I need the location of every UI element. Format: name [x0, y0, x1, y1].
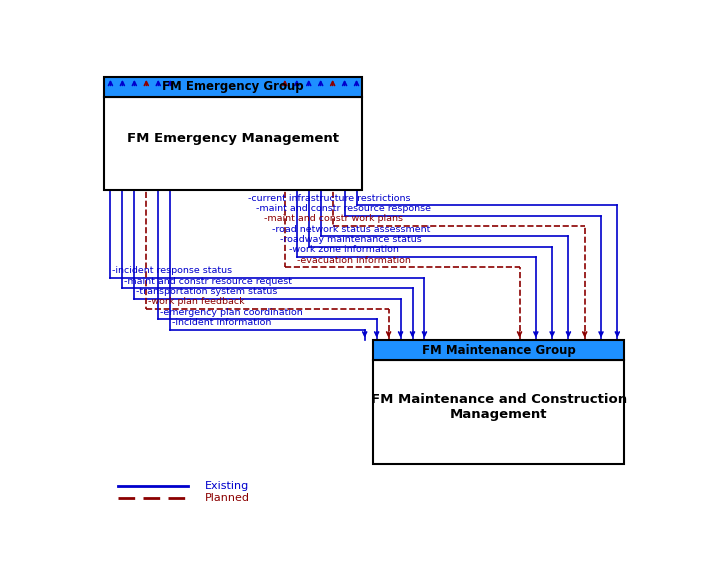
Text: FM Emergency Group: FM Emergency Group [162, 80, 304, 94]
Text: -work zone information: -work zone information [289, 246, 398, 254]
Bar [373, 340, 625, 360]
Text: -roadway maintenance status: -roadway maintenance status [280, 235, 422, 244]
Bar [373, 340, 625, 360]
Text: -incident response status: -incident response status [112, 266, 232, 275]
Text: -road network status assessment: -road network status assessment [272, 225, 430, 234]
Text: FM Maintenance and Construction
Management: FM Maintenance and Construction Manageme… [371, 393, 627, 421]
Text: -current infrastructure restrictions: -current infrastructure restrictions [248, 194, 410, 202]
Text: Planned: Planned [205, 493, 250, 503]
Bar [104, 97, 362, 190]
Text: Existing: Existing [205, 481, 249, 491]
Text: -evacuation information: -evacuation information [297, 256, 411, 265]
Text: FM Maintenance Group: FM Maintenance Group [422, 344, 576, 357]
Text: -maint and constr resource response: -maint and constr resource response [256, 204, 431, 213]
Text: FM Emergency Management: FM Emergency Management [127, 132, 339, 145]
Text: -transportation system status: -transportation system status [136, 287, 278, 296]
Text: -maint and constr resource request: -maint and constr resource request [124, 277, 292, 285]
Bar [104, 77, 362, 97]
Text: -emergency plan coordination: -emergency plan coordination [160, 308, 303, 316]
Text: -work plan feedback: -work plan feedback [148, 297, 245, 306]
Bar [104, 77, 362, 97]
Text: -maint and constr work plans: -maint and constr work plans [264, 214, 403, 223]
Text: -incident information: -incident information [172, 318, 271, 327]
Bar [373, 360, 625, 464]
